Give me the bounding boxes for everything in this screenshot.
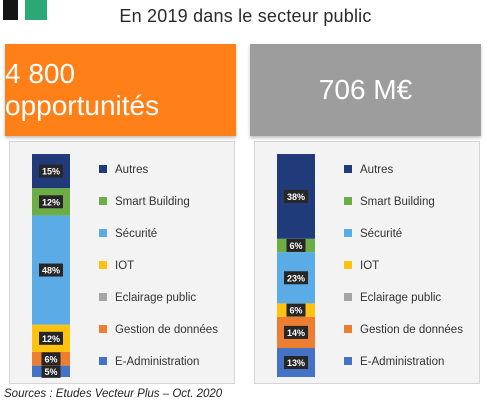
legend-swatch-iot <box>99 261 107 269</box>
data-label-box-iot <box>286 303 306 317</box>
logo-green-square <box>25 0 47 20</box>
data-label-autres: 15% <box>42 167 60 177</box>
source-note: Sources : Etudes Vecteur Plus – Oct. 202… <box>4 388 223 400</box>
data-label-box-e-administration <box>284 356 308 370</box>
legend-label-e-administration: E-Administration <box>360 356 444 368</box>
legend-label-smart-building: Smart Building <box>360 196 435 208</box>
data-label-e-administration: 5% <box>44 367 57 377</box>
legend-swatch-eclairage-public <box>344 293 352 301</box>
legend-swatch-iot <box>344 261 352 269</box>
legend-swatch-smart-building <box>344 197 352 205</box>
legend-swatch-e-administration <box>344 357 352 365</box>
data-label-box-autres <box>39 164 63 178</box>
data-label-box-smart-building <box>286 238 306 252</box>
legend-swatch-gestion-de-donnees <box>99 325 107 333</box>
data-label-securite: 48% <box>42 266 60 276</box>
legend-swatch-securite <box>344 229 352 237</box>
data-label-box-e-administration <box>41 364 61 378</box>
data-label-iot: 12% <box>42 334 60 344</box>
data-label-e-administration: 13% <box>287 358 305 368</box>
data-label-box-gestion-de-donnees <box>284 325 308 339</box>
legend-label-e-administration: E-Administration <box>115 356 199 368</box>
legend-swatch-gestion-de-donnees <box>344 325 352 333</box>
legend-swatch-autres <box>344 165 352 173</box>
legend-label-securite: Sécurité <box>115 228 157 240</box>
legend-swatch-autres <box>99 165 107 173</box>
data-label-box-iot <box>39 331 63 345</box>
data-label-securite: 23% <box>287 273 305 283</box>
logo-black-square <box>3 0 18 20</box>
stacked-bar-chart-opportunities: 5% 6% 12% 48% 12% 15% Autres Smart Building Sécu… <box>32 154 218 378</box>
data-label-gestion-de-donnees: 14% <box>287 328 305 338</box>
data-label-box-smart-building <box>39 195 63 209</box>
legend-label-eclairage-public: Eclairage public <box>115 292 196 304</box>
data-label-box-autres <box>284 189 308 203</box>
stacked-bar-chart-revenue: 13% 14% 6% 23% 6% 38% Autres Smart Building Sécu… <box>277 154 463 377</box>
legend-label-iot: IOT <box>360 260 379 272</box>
data-label-autres: 38% <box>287 192 305 202</box>
legend-swatch-smart-building <box>99 197 107 205</box>
page-title: En 2019 dans le secteur public <box>119 6 372 26</box>
legend-label-autres: Autres <box>115 164 148 176</box>
data-label-smart-building: 6% <box>289 241 302 251</box>
data-label-box-gestion-de-donnees <box>41 352 61 366</box>
legend-label-gestion-de-donnees: Gestion de données <box>360 324 463 336</box>
banner-opportunities-text: 4 800 opportunités <box>5 58 160 121</box>
chart-panel-opportunities: 5% 6% 12% 48% 12% 15% Autres Smart Building Sécu… <box>9 141 235 384</box>
banner-revenue: 706 M€ <box>250 44 481 136</box>
legend-label-gestion-de-donnees: Gestion de données <box>115 324 218 336</box>
legend-label-autres: Autres <box>360 164 393 176</box>
banner-opportunities: 4 800 opportunités <box>5 44 236 136</box>
legend-label-eclairage-public: Eclairage public <box>360 292 441 304</box>
data-label-box-securite <box>284 271 308 285</box>
banner-revenue-text: 706 M€ <box>318 74 413 105</box>
legend-swatch-e-administration <box>99 357 107 365</box>
legend-label-smart-building: Smart Building <box>115 196 190 208</box>
data-label-smart-building: 12% <box>42 197 60 207</box>
data-label-iot: 6% <box>289 306 302 316</box>
data-label-gestion-de-donnees: 6% <box>44 354 57 364</box>
legend-label-iot: IOT <box>115 260 134 272</box>
chart-panel-revenue: 13% 14% 6% 23% 6% 38% Autres Smart Building Sécu… <box>254 141 480 384</box>
data-label-box-securite <box>39 263 63 277</box>
legend-label-securite: Sécurité <box>360 228 402 240</box>
legend-swatch-eclairage-public <box>99 293 107 301</box>
legend-swatch-securite <box>99 229 107 237</box>
